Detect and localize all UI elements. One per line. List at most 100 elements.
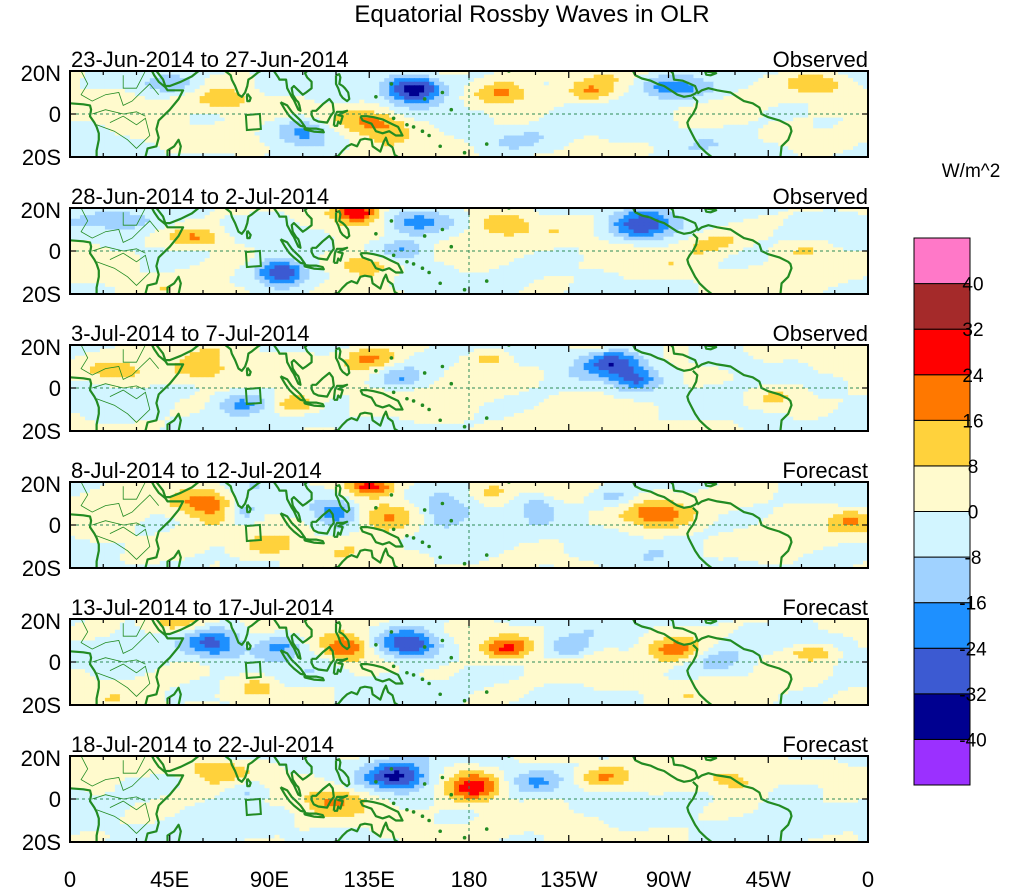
olr-cell bbox=[94, 103, 101, 108]
olr-cell bbox=[374, 215, 380, 220]
olr-cell bbox=[414, 229, 420, 234]
olr-cell bbox=[488, 222, 495, 227]
olr-cell bbox=[409, 88, 415, 94]
olr-cell bbox=[558, 85, 565, 90]
olr-cell bbox=[583, 106, 590, 112]
olr-cell bbox=[498, 92, 505, 97]
olr-cell bbox=[733, 117, 739, 122]
olr-cell bbox=[404, 131, 410, 137]
olr-cell bbox=[778, 81, 784, 86]
olr-cell bbox=[588, 96, 595, 101]
olr-cell bbox=[828, 153, 834, 157]
olr-cell bbox=[553, 215, 560, 220]
olr-cell bbox=[783, 114, 789, 119]
olr-cell bbox=[743, 114, 749, 119]
olr-cell bbox=[838, 99, 844, 104]
olr-cell bbox=[204, 117, 211, 122]
olr-cell bbox=[314, 139, 320, 144]
olr-cell bbox=[528, 106, 535, 112]
olr-cell bbox=[324, 88, 330, 94]
olr-cell bbox=[633, 92, 640, 97]
olr-cell bbox=[329, 149, 335, 155]
olr-cell bbox=[508, 92, 515, 97]
olr-cell bbox=[583, 146, 590, 151]
olr-cell bbox=[683, 117, 690, 122]
olr-cell bbox=[139, 96, 146, 101]
olr-cell bbox=[593, 96, 600, 101]
olr-cell bbox=[189, 146, 196, 151]
olr-cell bbox=[548, 99, 555, 104]
olr-cell bbox=[139, 110, 146, 115]
olr-cell bbox=[728, 114, 734, 119]
olr-cell bbox=[209, 218, 216, 223]
olr-cell bbox=[848, 121, 854, 126]
olr-cell bbox=[209, 103, 216, 108]
olr-cell bbox=[434, 78, 440, 83]
olr-cell bbox=[399, 146, 405, 151]
olr-cell bbox=[209, 146, 216, 151]
olr-cell bbox=[848, 211, 854, 216]
olr-cell bbox=[693, 131, 700, 137]
olr-cell bbox=[863, 142, 868, 147]
olr-cell bbox=[863, 117, 868, 122]
olr-cell bbox=[284, 131, 291, 137]
olr-cell bbox=[329, 124, 335, 129]
olr-cell bbox=[114, 117, 121, 122]
olr-cell bbox=[229, 103, 236, 108]
olr-cell bbox=[119, 146, 126, 151]
olr-cell bbox=[189, 121, 196, 126]
olr-cell bbox=[109, 142, 116, 147]
olr-cell bbox=[733, 124, 739, 129]
olr-cell bbox=[823, 142, 829, 147]
olr-cell bbox=[618, 103, 625, 108]
olr-cell bbox=[863, 131, 868, 137]
olr-cell bbox=[189, 71, 196, 76]
olr-cell bbox=[274, 71, 281, 76]
olr-cell bbox=[628, 92, 635, 97]
olr-cell bbox=[469, 78, 475, 83]
olr-cell bbox=[483, 153, 490, 157]
olr-cell bbox=[464, 208, 470, 213]
olr-cell bbox=[199, 117, 206, 122]
olr-cell bbox=[364, 208, 370, 213]
olr-cell bbox=[344, 211, 350, 216]
olr-cell bbox=[688, 149, 695, 155]
olr-cell bbox=[498, 149, 505, 155]
olr-cell bbox=[733, 114, 739, 119]
olr-cell bbox=[384, 121, 390, 126]
olr-cell bbox=[309, 208, 315, 213]
olr-cell bbox=[179, 229, 186, 234]
olr-cell bbox=[469, 71, 475, 76]
olr-cell bbox=[259, 88, 266, 94]
olr-cell bbox=[778, 99, 784, 104]
olr-cell bbox=[863, 78, 868, 83]
olr-cell bbox=[788, 88, 794, 94]
olr-cell bbox=[324, 114, 330, 119]
olr-cell bbox=[84, 110, 91, 115]
olr-cell bbox=[528, 71, 535, 76]
olr-cell bbox=[788, 225, 794, 231]
olr-cell bbox=[803, 117, 809, 122]
olr-cell bbox=[419, 146, 425, 151]
olr-cell bbox=[543, 222, 550, 227]
olr-cell bbox=[344, 92, 350, 97]
olr-cell bbox=[773, 85, 779, 90]
olr-cell bbox=[618, 85, 625, 90]
olr-cell bbox=[224, 114, 231, 119]
olr-cell bbox=[369, 88, 375, 94]
olr-cell bbox=[224, 124, 231, 129]
olr-cell bbox=[813, 110, 819, 115]
olr-cell bbox=[74, 225, 81, 231]
olr-cell bbox=[254, 149, 261, 155]
olr-cell bbox=[743, 218, 749, 223]
olr-cell bbox=[568, 128, 575, 133]
olr-cell bbox=[409, 128, 415, 133]
olr-cell bbox=[758, 121, 764, 126]
olr-cell bbox=[319, 222, 325, 227]
olr-cell bbox=[623, 121, 630, 126]
olr-cell bbox=[818, 153, 824, 157]
olr-cell bbox=[488, 153, 495, 157]
olr-cell bbox=[139, 222, 146, 227]
olr-cell bbox=[513, 149, 520, 155]
olr-cell bbox=[329, 208, 335, 213]
